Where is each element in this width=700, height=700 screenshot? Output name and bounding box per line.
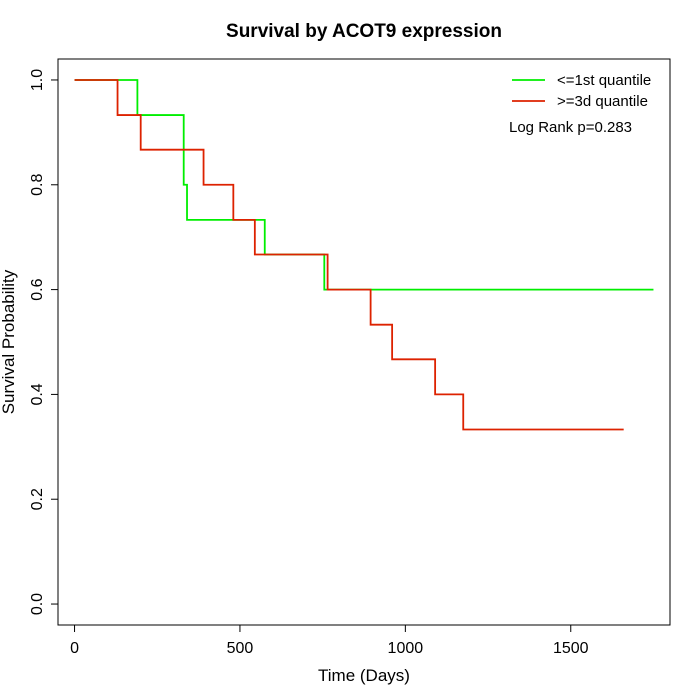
y-tick-label: 1.0 <box>29 69 46 91</box>
plot-frame <box>57 58 671 626</box>
y-tick-label: 0.8 <box>29 174 46 196</box>
y-axis: 0.0 0.2 0.4 0.6 0.8 1.0 <box>29 69 58 615</box>
x-tick-label: 0 <box>70 640 79 657</box>
x-tick-label: 500 <box>227 640 254 657</box>
x-axis-label: Time (Days) <box>318 666 410 685</box>
y-tick-label: 0.4 <box>29 383 46 405</box>
legend: <=1st quantile >=3d quantile <box>512 72 651 110</box>
survival-curves <box>74 79 654 431</box>
legend-label: <=1st quantile <box>557 72 651 89</box>
y-tick-label: 0.2 <box>29 488 46 510</box>
series-line-1 <box>74 79 654 291</box>
x-axis: 0 500 1000 1500 <box>70 625 589 657</box>
y-axis-label: Survival Probability <box>0 269 18 414</box>
x-tick-label: 1000 <box>388 640 424 657</box>
x-tick-label: 1500 <box>553 640 589 657</box>
y-tick-label: 0.6 <box>29 278 46 300</box>
legend-label: >=3d quantile <box>557 93 648 110</box>
chart-title: Survival by ACOT9 expression <box>226 21 502 42</box>
series-line-2 <box>74 79 624 431</box>
log-rank-annotation: Log Rank p=0.283 <box>509 119 632 136</box>
y-tick-label: 0.0 <box>29 593 46 615</box>
